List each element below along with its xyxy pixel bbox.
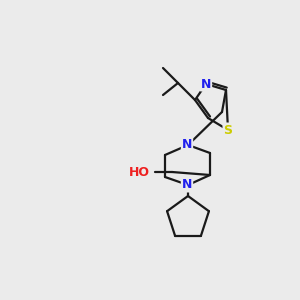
Text: N: N (182, 178, 192, 191)
Text: HO: HO (129, 166, 150, 178)
Text: S: S (224, 124, 232, 136)
Text: N: N (182, 139, 192, 152)
Text: N: N (201, 77, 211, 91)
